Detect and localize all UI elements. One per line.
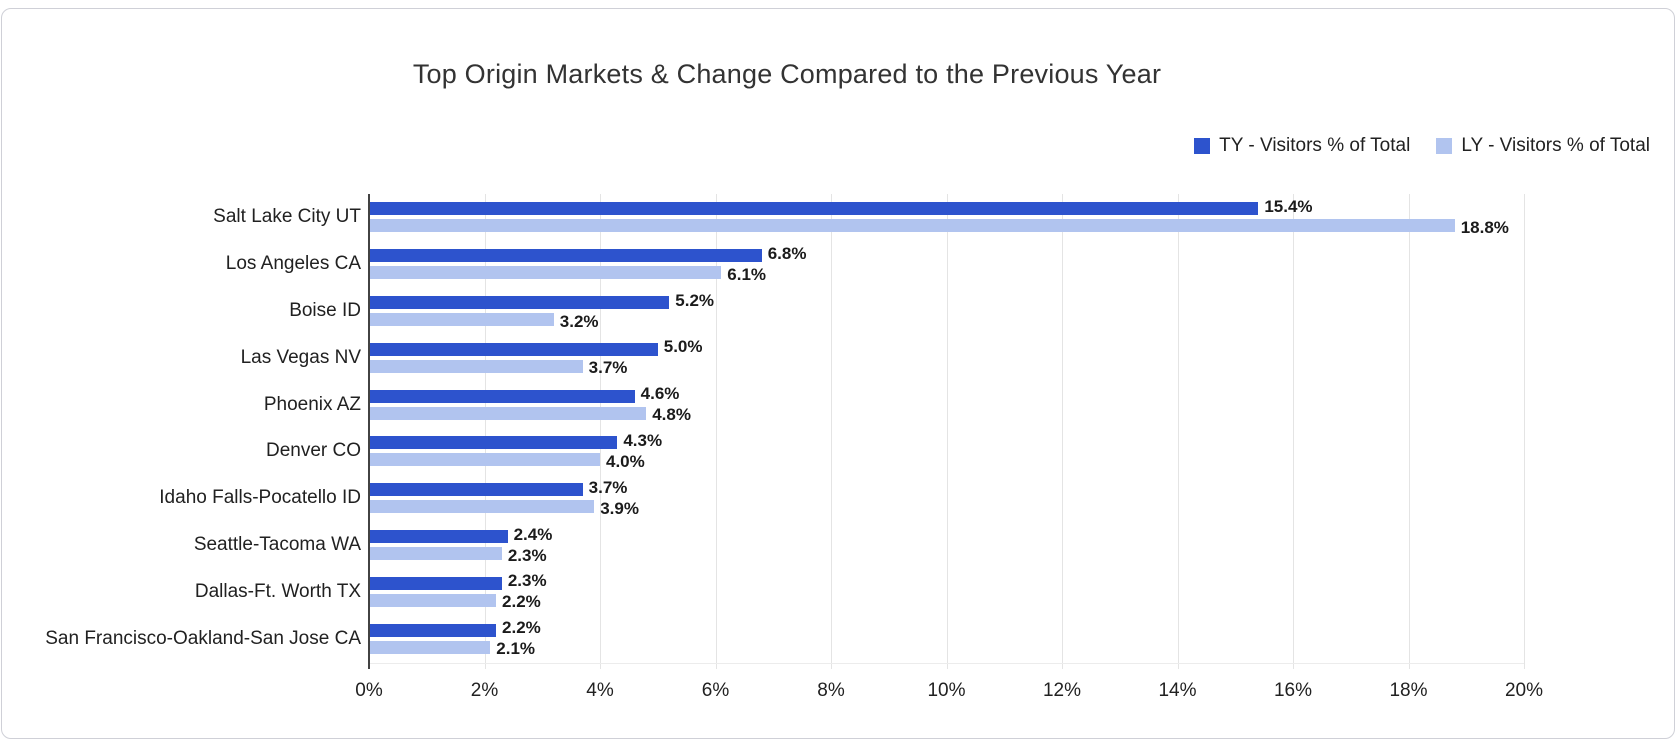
ly-value-label: 2.1% [496,639,536,659]
x-axis-tick-label: 16% [1273,680,1313,701]
ty-value-label: 2.3% [507,571,547,591]
category-label: Salt Lake City UT [213,206,361,228]
category-label: Las Vegas NV [240,346,361,368]
ty-bar[interactable] [369,389,635,403]
ly-bar[interactable] [369,406,647,420]
x-axis-tick-label: 12% [1042,680,1082,701]
x-axis-tick-label: 20% [1504,680,1544,701]
ly-bar[interactable] [369,453,600,467]
gridline [831,194,832,669]
ty-bar[interactable] [369,530,508,543]
ly-value-label: 2.2% [502,592,541,612]
legend-label: LY - Visitors % of Total [1461,135,1650,156]
ly-value-label: 18.8% [1460,217,1509,237]
gridline [946,194,948,669]
y-axis-baseline [368,194,370,669]
ly-bar[interactable] [369,500,595,514]
gridline [1408,194,1410,669]
category-label: Boise ID [289,300,361,321]
ty-value-label: 3.7% [588,477,628,497]
ty-value-label: 2.2% [502,618,541,638]
ty-value-label: 15.4% [1264,196,1313,216]
ty-bar[interactable] [369,436,618,450]
legend-swatch-icon [1436,138,1453,154]
gridline [715,194,717,669]
category-label: Denver CO [265,440,361,462]
ly-value-label: 4.8% [652,405,691,425]
legend-swatch-icon [1194,138,1211,154]
gridline [1177,194,1179,669]
ty-bar[interactable] [369,342,658,356]
category-label: Dallas-Ft. Worth TX [194,580,361,602]
ty-value-label: 6.8% [767,243,807,263]
ly-bar[interactable] [369,219,1455,233]
ty-value-label: 5.2% [675,290,715,310]
ty-value-label: 4.3% [623,430,663,450]
legend-label: TY - Visitors % of Total [1219,135,1411,156]
x-axis-tick-label: 2% [470,680,499,701]
category-label: Phoenix AZ [263,393,361,415]
ly-value-label: 6.1% [727,264,767,284]
x-axis-tick-label: 14% [1158,680,1197,701]
ty-value-label: 4.6% [640,384,680,404]
ly-bar[interactable] [369,313,554,326]
plot-bottom-edge [369,663,1524,664]
ty-bar[interactable] [369,483,583,497]
chart-title: Top Origin Markets & Change Compared to … [412,59,1162,89]
ly-bar[interactable] [369,547,502,560]
ly-value-label: 3.9% [600,498,639,518]
ly-bar[interactable] [369,359,583,373]
ly-bar[interactable] [369,640,491,654]
category-label: Los Angeles CA [225,253,361,275]
ty-bar[interactable] [369,576,502,590]
gridline [1293,194,1294,669]
category-label: Seattle-Tacoma WA [193,534,361,555]
gridline [1524,194,1525,669]
x-axis-tick-label: 4% [586,680,614,701]
category-label: San Francisco-Oakland-San Jose CA [45,627,361,649]
legend-item-ty: TY - Visitors % of Total [1194,135,1410,157]
category-label: Idaho Falls-Pocatello ID [159,487,361,509]
ly-value-label: 3.7% [588,358,628,378]
x-axis-tick-label: 10% [927,680,966,701]
gridline [1062,194,1063,669]
x-axis-tick-label: 18% [1389,680,1428,701]
ty-bar[interactable] [369,296,670,309]
legend-item-ly: LY - Visitors % of Total [1436,135,1650,157]
legend: TY - Visitors % of Total LY - Visitors % … [1194,135,1650,157]
chart-card: Top Origin Markets & Change Compared to … [1,8,1675,739]
bar-chart-plot-area: 0% 2% 4% 6% 8% 10% 12% 14% 16% 18% 20% Salt Lake Ci… [2,9,1676,740]
ty-bar[interactable] [369,249,762,263]
ly-value-label: 2.3% [507,545,547,565]
x-axis-tick-label: 0% [355,680,383,701]
gridline [600,194,601,669]
x-axis-tick-label: 8% [817,680,845,701]
ty-bar[interactable] [369,623,497,637]
ly-value-label: 3.2% [559,311,599,331]
ly-value-label: 4.0% [606,451,645,471]
ty-value-label: 2.4% [513,524,553,544]
ly-bar[interactable] [369,266,722,280]
x-axis-tick-label: 6% [701,680,730,701]
ty-value-label: 5.0% [663,337,703,357]
gridline [484,194,486,669]
ty-bar[interactable] [369,202,1259,216]
ly-bar[interactable] [369,593,497,607]
